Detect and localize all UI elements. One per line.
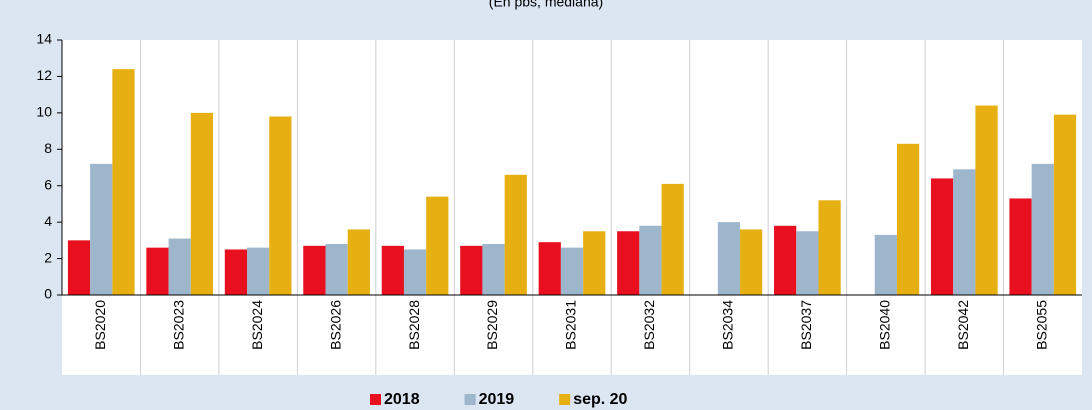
x-tick-label: BS2029	[484, 300, 500, 350]
bar	[717, 222, 741, 295]
bar	[403, 249, 427, 295]
bar	[325, 244, 348, 295]
legend-swatch	[559, 394, 571, 405]
x-tick-label: BS2024	[249, 300, 265, 350]
y-tick-label: 14	[36, 31, 52, 47]
bar	[818, 200, 841, 295]
bar	[303, 245, 326, 295]
bar	[224, 249, 248, 295]
bar	[953, 169, 976, 295]
x-tick-label: BS2042	[955, 300, 971, 350]
bar	[774, 225, 797, 295]
y-tick-label: 6	[44, 176, 52, 192]
bar	[874, 234, 897, 295]
y-tick-label: 12	[36, 67, 52, 83]
x-tick-label: BS2034	[720, 300, 736, 350]
legend-swatch	[370, 394, 381, 405]
bar	[90, 163, 113, 295]
bar	[661, 183, 684, 295]
legend-label: 2018	[384, 391, 420, 408]
bar	[168, 238, 191, 295]
bar	[1009, 198, 1032, 295]
chart-subtitle: (En pbs, mediana)	[489, 0, 603, 10]
legend-label: 2019	[479, 391, 515, 408]
bar	[460, 245, 483, 295]
bar	[482, 244, 505, 295]
bar	[896, 143, 920, 295]
bar	[247, 247, 270, 295]
bar	[112, 69, 135, 296]
bar	[796, 231, 819, 295]
x-tick-label: BS2040	[877, 300, 893, 350]
bar	[975, 105, 998, 295]
y-tick-label: 0	[44, 286, 52, 302]
x-tick-label: BS2028	[406, 300, 422, 350]
bar	[347, 229, 370, 295]
y-tick-label: 8	[44, 140, 52, 156]
bar	[1053, 114, 1077, 295]
x-tick-label: BS2037	[798, 300, 814, 350]
bar	[560, 247, 584, 295]
x-tick-label: BS2055	[1033, 300, 1049, 350]
bar	[639, 225, 662, 295]
bar	[617, 231, 640, 295]
bar	[504, 174, 527, 295]
y-tick-label: 2	[44, 249, 52, 265]
bar	[381, 245, 404, 295]
y-tick-label: 4	[44, 213, 52, 229]
y-tick-label: 10	[36, 104, 52, 120]
bar	[426, 196, 449, 295]
bar	[583, 231, 606, 295]
legend-label: sep. 20	[573, 391, 627, 408]
bar	[538, 242, 561, 295]
x-tick-label: BS2023	[170, 300, 186, 350]
bar	[190, 112, 214, 295]
bar	[930, 178, 954, 295]
bar	[1031, 163, 1054, 295]
x-tick-label: BS2032	[641, 300, 657, 350]
x-tick-label: BS2031	[563, 300, 579, 350]
bar	[67, 240, 91, 295]
bar	[269, 116, 292, 295]
x-tick-label: BS2020	[92, 300, 108, 350]
bar	[740, 229, 763, 295]
x-tick-label: BS2026	[327, 300, 343, 350]
legend-swatch	[464, 394, 476, 405]
bar	[146, 247, 169, 295]
